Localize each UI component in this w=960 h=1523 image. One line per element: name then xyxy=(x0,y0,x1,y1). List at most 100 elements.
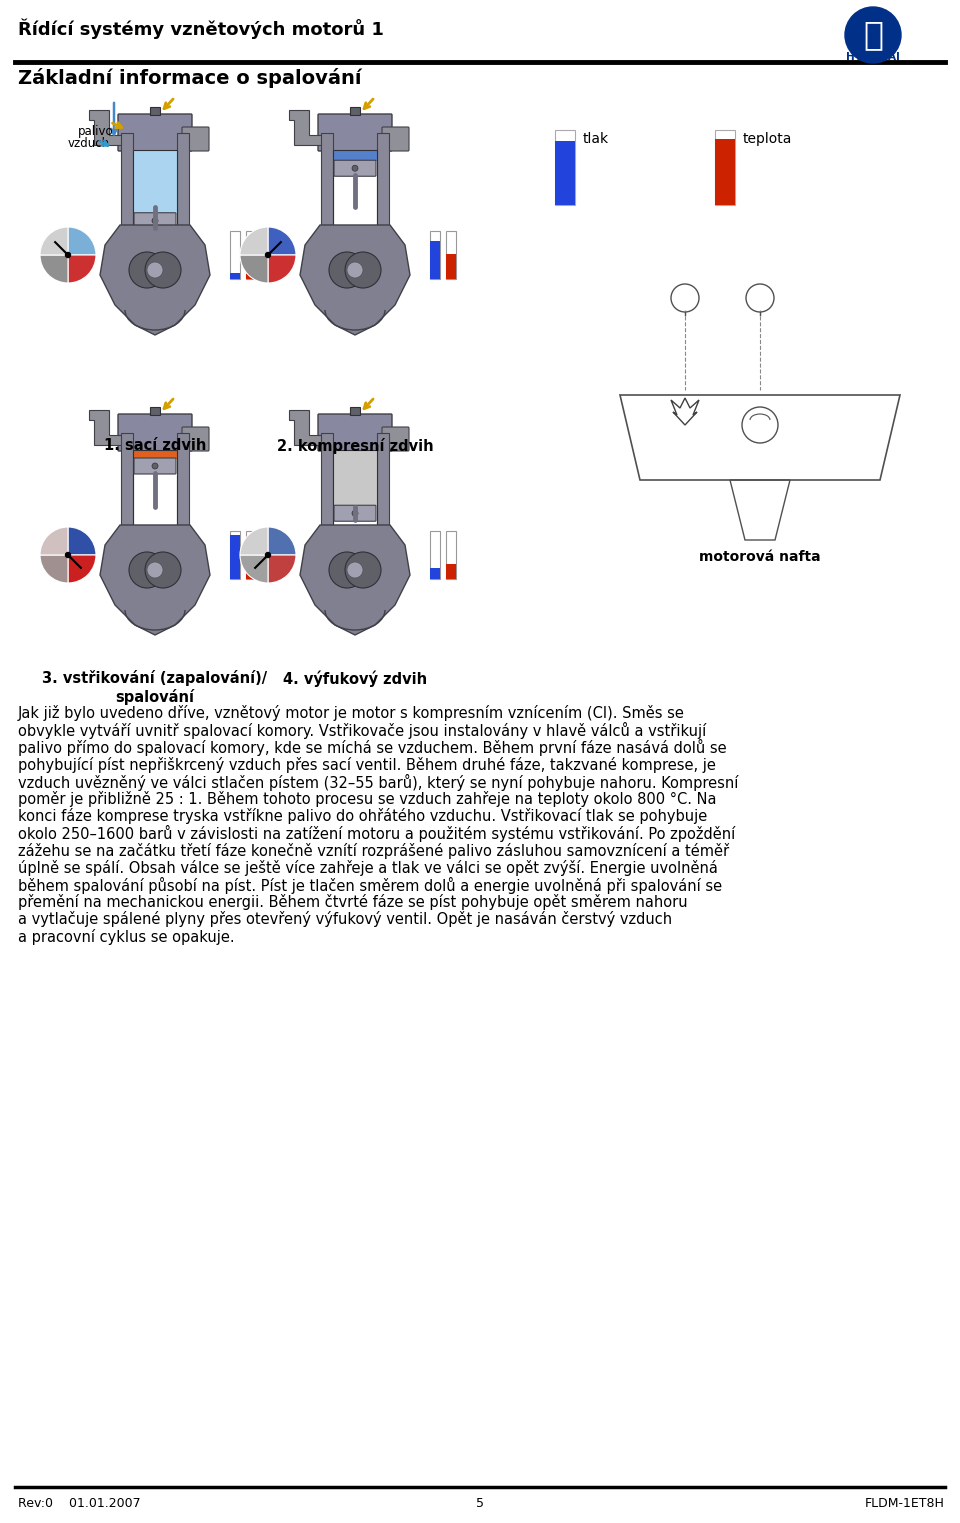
Circle shape xyxy=(345,551,381,588)
Bar xyxy=(715,139,735,206)
Bar xyxy=(150,107,160,116)
Text: úplně se spálí. Obsah válce se ještě více zahřeje a tlak ve válci se opět zvýší.: úplně se spálí. Obsah válce se ještě víc… xyxy=(18,860,718,876)
FancyBboxPatch shape xyxy=(382,126,409,151)
Bar xyxy=(377,433,389,525)
Bar xyxy=(333,449,377,525)
Circle shape xyxy=(352,510,358,516)
FancyBboxPatch shape xyxy=(182,126,209,151)
Text: palivo přímo do spalovací komory, kde se míchá se vzduchem. Během první fáze nas: palivo přímo do spalovací komory, kde se… xyxy=(18,739,727,757)
Bar xyxy=(555,142,575,206)
Bar xyxy=(430,231,440,279)
Circle shape xyxy=(329,251,365,288)
Bar xyxy=(246,536,256,579)
Bar xyxy=(246,274,256,279)
Bar xyxy=(133,449,177,458)
Bar xyxy=(446,231,456,279)
Circle shape xyxy=(65,253,70,257)
Text: 5: 5 xyxy=(476,1497,484,1509)
Bar xyxy=(350,407,360,414)
Circle shape xyxy=(129,251,165,288)
FancyBboxPatch shape xyxy=(382,426,409,451)
Polygon shape xyxy=(289,410,324,445)
Circle shape xyxy=(152,463,158,469)
Wedge shape xyxy=(68,254,96,283)
Bar xyxy=(230,231,240,279)
Bar xyxy=(377,133,389,225)
Text: pohybující píst nepřiškrcený vzduch přes sací ventil. Během druhé fáze, takzvané: pohybující píst nepřiškrcený vzduch přes… xyxy=(18,757,716,772)
Bar xyxy=(150,407,160,414)
Text: vzduch: vzduch xyxy=(68,137,110,149)
Circle shape xyxy=(345,251,381,288)
Wedge shape xyxy=(240,254,268,283)
Wedge shape xyxy=(268,227,296,254)
Circle shape xyxy=(145,251,181,288)
Wedge shape xyxy=(268,527,296,554)
Text: Ⓗ: Ⓗ xyxy=(863,18,883,52)
Wedge shape xyxy=(40,554,68,583)
Wedge shape xyxy=(40,527,68,554)
Text: obvykle vytváří uvnitř spalovací komory. Vstřikovače jsou instalovány v hlavě vá: obvykle vytváří uvnitř spalovací komory.… xyxy=(18,722,707,739)
Polygon shape xyxy=(289,110,324,145)
Bar xyxy=(246,532,256,579)
FancyBboxPatch shape xyxy=(334,506,376,521)
Wedge shape xyxy=(68,527,96,554)
Circle shape xyxy=(145,551,181,588)
Bar xyxy=(430,241,440,279)
Bar xyxy=(715,129,735,206)
Bar xyxy=(230,535,240,579)
Text: poměr je přibližně 25 : 1. Během tohoto procesu se vzduch zahřeje na teploty oko: poměr je přibližně 25 : 1. Během tohoto … xyxy=(18,790,716,807)
Text: přemění na mechanickou energii. Během čtvrté fáze se píst pohybuje opět směrem n: přemění na mechanickou energii. Během čt… xyxy=(18,894,687,911)
Circle shape xyxy=(266,553,271,557)
FancyBboxPatch shape xyxy=(134,213,176,228)
Circle shape xyxy=(347,262,363,279)
Circle shape xyxy=(65,553,70,557)
Bar xyxy=(133,449,177,525)
Bar xyxy=(350,107,360,116)
Text: 3. vstřikování (zapalování)/
spalování: 3. vstřikování (zapalování)/ spalování xyxy=(42,670,268,705)
Polygon shape xyxy=(300,225,410,335)
Wedge shape xyxy=(68,554,96,583)
Text: tlak: tlak xyxy=(583,133,610,146)
Circle shape xyxy=(845,8,901,62)
Wedge shape xyxy=(240,527,268,554)
Bar xyxy=(446,254,456,279)
Text: a pracovní cyklus se opakuje.: a pracovní cyklus se opakuje. xyxy=(18,929,234,944)
Circle shape xyxy=(152,218,158,224)
FancyBboxPatch shape xyxy=(318,414,392,451)
FancyBboxPatch shape xyxy=(134,458,176,474)
Circle shape xyxy=(847,9,899,61)
Bar xyxy=(321,133,333,225)
Text: zážehu se na začátku třetí fáze konečně vznítí rozprášené palivo zásluhou samovz: zážehu se na začátku třetí fáze konečně … xyxy=(18,842,730,859)
Polygon shape xyxy=(100,525,210,635)
FancyBboxPatch shape xyxy=(182,426,209,451)
Wedge shape xyxy=(40,227,68,254)
Polygon shape xyxy=(100,225,210,335)
Text: 2. kompresní zdvih: 2. kompresní zdvih xyxy=(276,439,433,454)
Wedge shape xyxy=(240,554,268,583)
Text: FLDM-1ET8H: FLDM-1ET8H xyxy=(865,1497,945,1509)
Bar xyxy=(555,129,575,206)
Bar xyxy=(430,532,440,579)
Text: okolo 250–1600 barů v závislosti na zatížení motoru a použitém systému vstřiková: okolo 250–1600 barů v závislosti na zatí… xyxy=(18,825,735,842)
Wedge shape xyxy=(68,227,96,254)
Circle shape xyxy=(347,562,363,579)
Bar xyxy=(230,532,240,579)
Text: 1. sací zdvih: 1. sací zdvih xyxy=(104,439,206,452)
Circle shape xyxy=(329,551,365,588)
Polygon shape xyxy=(89,110,124,145)
Circle shape xyxy=(129,551,165,588)
Bar xyxy=(121,433,133,525)
FancyBboxPatch shape xyxy=(118,414,192,451)
Bar xyxy=(133,149,177,213)
FancyBboxPatch shape xyxy=(318,114,392,151)
Bar xyxy=(446,532,456,579)
Bar xyxy=(446,564,456,579)
Bar xyxy=(177,433,189,525)
Text: Řídící systémy vznětových motorů 1: Řídící systémy vznětových motorů 1 xyxy=(18,18,384,38)
Text: Základní informace o spalování: Základní informace o spalování xyxy=(18,69,362,88)
Bar xyxy=(230,273,240,279)
Text: 4. výfukový zdvih: 4. výfukový zdvih xyxy=(283,670,427,687)
Text: Rev:0    01.01.2007: Rev:0 01.01.2007 xyxy=(18,1497,140,1509)
Text: a vytlačuje spálené plyny přes otevřený výfukový ventil. Opět je nasáván čerstvý: a vytlačuje spálené plyny přes otevřený … xyxy=(18,911,672,928)
Text: HYUNDAI: HYUNDAI xyxy=(846,52,900,62)
